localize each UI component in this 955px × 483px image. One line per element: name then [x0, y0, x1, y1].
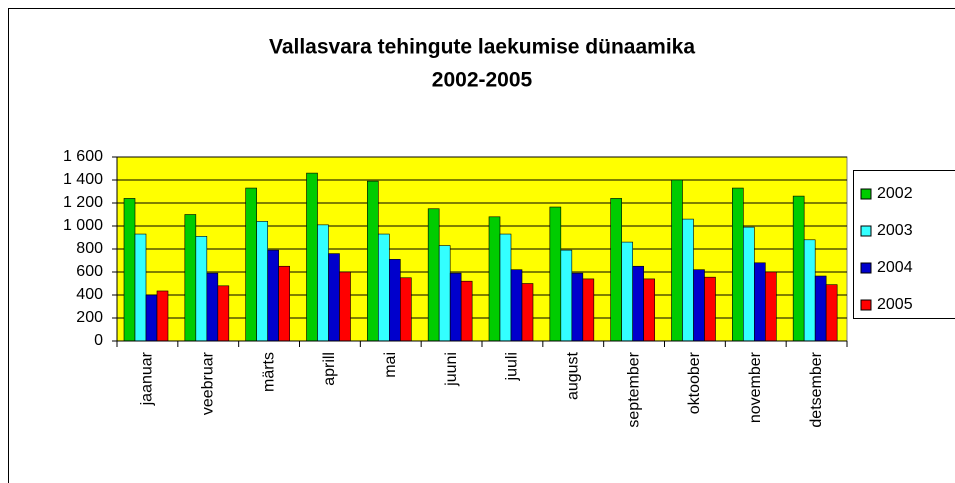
bar — [245, 187, 257, 342]
legend-swatch — [860, 299, 872, 311]
bar — [278, 265, 290, 342]
bar — [449, 272, 462, 342]
y-tick-label: 1 200 — [63, 194, 103, 211]
bar — [195, 236, 208, 342]
bar — [488, 216, 501, 342]
bar — [643, 278, 655, 342]
x-tick-label: november — [747, 351, 764, 423]
bar — [460, 280, 473, 342]
bar — [754, 262, 766, 342]
legend-label: 2002 — [877, 185, 913, 202]
legend-label: 2005 — [877, 296, 913, 313]
bar — [571, 272, 584, 342]
bar — [732, 187, 744, 342]
bar — [123, 198, 136, 342]
bar — [704, 276, 716, 342]
legend-label: 2003 — [877, 222, 913, 239]
bar — [267, 249, 279, 342]
bar — [400, 277, 412, 342]
bar — [156, 290, 169, 342]
bar — [549, 206, 562, 342]
bar — [389, 259, 401, 342]
x-tick-label: juuli — [504, 352, 521, 381]
chart-title: 2002-2005 — [432, 69, 533, 92]
bar — [317, 224, 329, 342]
bar — [693, 269, 705, 342]
bar — [339, 271, 351, 342]
bar — [499, 233, 512, 342]
bar — [621, 241, 633, 342]
bar — [610, 198, 622, 342]
bar — [671, 179, 683, 342]
bar — [306, 172, 318, 342]
bar — [682, 218, 694, 342]
x-tick-label: aprill — [321, 352, 338, 386]
x-tick-label: veebruar — [199, 351, 216, 415]
x-tick-label: jaanuar — [139, 351, 156, 406]
y-tick-label: 0 — [94, 332, 103, 349]
y-tick-label: 800 — [76, 240, 103, 257]
bar — [521, 283, 534, 342]
bar — [825, 284, 838, 342]
bar — [206, 272, 219, 342]
bar — [134, 233, 147, 342]
chart-title: Vallasvara tehingute laekumise dünaamika — [269, 36, 695, 59]
x-tick-label: juuni — [443, 352, 460, 387]
bar — [803, 239, 816, 342]
bar — [792, 195, 805, 342]
bar — [145, 294, 158, 342]
x-tick-label: august — [564, 351, 581, 400]
bar — [582, 278, 595, 342]
x-tick-label: mai — [382, 352, 399, 378]
x-tick-label: detsember — [808, 351, 825, 427]
bar — [217, 285, 230, 342]
bar — [743, 226, 755, 342]
legend-label: 2004 — [877, 259, 913, 276]
x-tick-label: märts — [260, 352, 277, 392]
bar — [765, 271, 777, 342]
bar — [367, 180, 379, 342]
legend-swatch — [860, 262, 872, 274]
x-tick-label: september — [625, 351, 642, 427]
bar — [184, 214, 197, 342]
bar — [632, 265, 644, 342]
legend-swatch — [860, 188, 872, 200]
legend-swatch — [860, 225, 872, 237]
x-tick-label: oktoober — [686, 351, 703, 414]
bar — [328, 253, 340, 342]
y-tick-label: 1 600 — [63, 148, 103, 165]
y-tick-label: 600 — [76, 263, 103, 280]
bar — [560, 249, 573, 342]
y-tick-label: 200 — [76, 309, 103, 326]
bar — [427, 208, 440, 342]
y-tick-label: 400 — [76, 286, 103, 303]
y-tick-label: 1 000 — [63, 217, 103, 234]
bar — [438, 245, 451, 342]
bar — [378, 233, 390, 342]
bar — [256, 221, 268, 342]
bar — [510, 269, 523, 342]
bar — [814, 275, 827, 342]
y-tick-label: 1 400 — [63, 171, 103, 188]
